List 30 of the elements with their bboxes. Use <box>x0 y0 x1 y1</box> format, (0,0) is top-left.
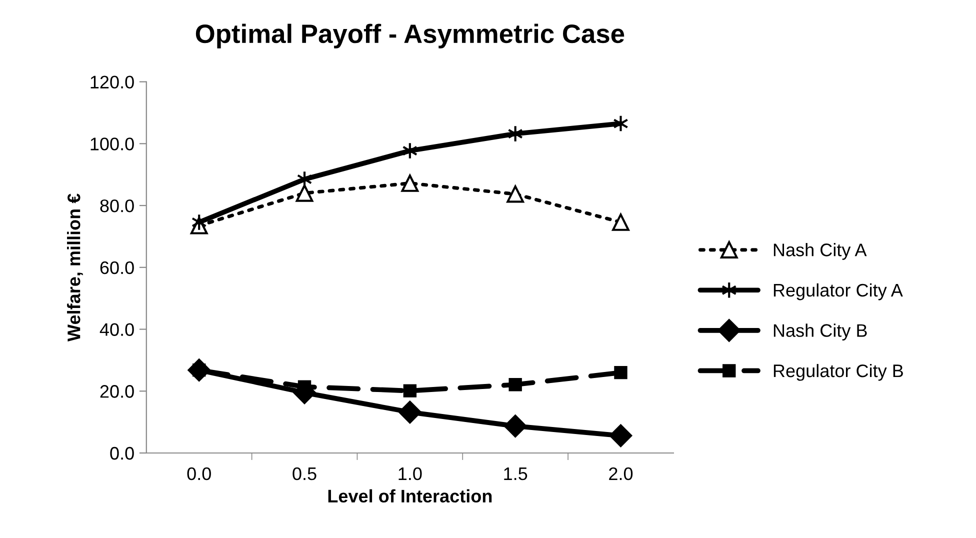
y-tick-label: 40.0 <box>100 323 134 336</box>
y-tick-label: 120.0 <box>90 76 134 88</box>
point <box>612 214 630 231</box>
legend-label: Regulator City B <box>774 364 903 381</box>
y-tick-label: 0.0 <box>110 446 134 460</box>
chart-title: Optimal Payoff - Asymmetric Case <box>196 24 624 48</box>
point <box>506 185 524 203</box>
y-tick-label: 60.0 <box>100 261 134 274</box>
x-tick-label: 1.5 <box>504 468 528 480</box>
point <box>296 184 314 202</box>
x-tick-label: 1.0 <box>398 467 422 480</box>
point <box>398 400 422 424</box>
point <box>613 114 628 132</box>
legend-label: Regulator City A <box>774 283 903 300</box>
point <box>403 384 417 398</box>
x-tick-label: 2.0 <box>609 467 633 480</box>
legend-label: Nash City A <box>774 243 867 260</box>
y-tick-label: 80.0 <box>100 199 134 212</box>
point <box>401 174 419 192</box>
x-tick-label: 0.0 <box>187 467 211 480</box>
point <box>609 424 632 448</box>
y-axis-title: Welfare, million € <box>67 194 83 342</box>
point <box>508 378 522 392</box>
x-tick-label: 0.5 <box>292 467 316 480</box>
x-axis-title: Level of Interaction <box>328 489 492 503</box>
y-tick-label: 20.0 <box>100 385 134 398</box>
y-tick-label: 100.0 <box>90 138 134 150</box>
legend-label: Nash City B <box>774 324 867 340</box>
point <box>504 414 527 438</box>
point <box>614 366 628 380</box>
